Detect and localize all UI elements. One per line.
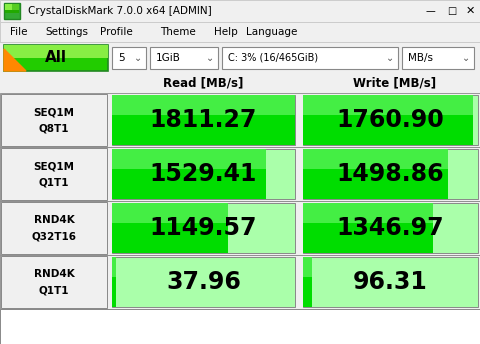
Bar bbox=[4, 3, 20, 19]
Bar bbox=[12, 4, 19, 10]
Bar bbox=[112, 149, 266, 169]
Bar bbox=[0, 201, 480, 255]
Bar bbox=[222, 47, 398, 69]
Text: CrystalDiskMark 7.0.0 x64 [ADMIN]: CrystalDiskMark 7.0.0 x64 [ADMIN] bbox=[28, 6, 212, 16]
Text: ⌄: ⌄ bbox=[462, 53, 470, 63]
Text: ✕: ✕ bbox=[465, 6, 475, 16]
Text: Read [MB/s]: Read [MB/s] bbox=[163, 76, 244, 89]
Text: 1346.97: 1346.97 bbox=[336, 216, 444, 240]
Bar bbox=[303, 257, 312, 307]
Bar bbox=[112, 47, 146, 69]
Bar bbox=[303, 95, 478, 145]
Bar bbox=[303, 95, 473, 115]
Bar bbox=[1, 148, 107, 200]
Bar bbox=[112, 257, 116, 277]
Text: Profile: Profile bbox=[100, 27, 133, 37]
Bar bbox=[0, 309, 480, 344]
Bar bbox=[112, 95, 295, 115]
Bar bbox=[1, 256, 107, 308]
Text: 1GiB: 1GiB bbox=[156, 53, 181, 63]
Text: Language: Language bbox=[246, 27, 298, 37]
Bar bbox=[112, 149, 266, 199]
Bar bbox=[0, 93, 480, 147]
Text: 1149.57: 1149.57 bbox=[150, 216, 257, 240]
Text: Help: Help bbox=[214, 27, 238, 37]
Bar bbox=[303, 203, 433, 223]
Text: 5: 5 bbox=[118, 53, 125, 63]
Text: Write [MB/s]: Write [MB/s] bbox=[353, 76, 436, 89]
Text: 1498.86: 1498.86 bbox=[336, 162, 444, 186]
Bar bbox=[0, 22, 480, 42]
Text: Q1T1: Q1T1 bbox=[39, 177, 69, 187]
Text: SEQ1M: SEQ1M bbox=[34, 161, 74, 171]
Bar bbox=[1, 202, 107, 254]
Bar bbox=[112, 203, 295, 253]
Text: All: All bbox=[45, 51, 67, 65]
Bar bbox=[4, 45, 108, 58]
Text: RND4K: RND4K bbox=[34, 269, 74, 279]
Text: 37.96: 37.96 bbox=[166, 270, 241, 294]
Text: 1529.41: 1529.41 bbox=[150, 162, 257, 186]
Bar bbox=[303, 203, 478, 253]
Bar bbox=[303, 257, 312, 277]
Bar bbox=[0, 255, 480, 309]
Text: C: 3% (16/465GiB): C: 3% (16/465GiB) bbox=[228, 53, 318, 63]
Bar bbox=[112, 95, 295, 145]
Text: Q32T16: Q32T16 bbox=[32, 231, 76, 241]
Bar bbox=[112, 203, 228, 223]
Bar bbox=[303, 203, 433, 253]
Bar bbox=[112, 95, 295, 145]
Bar bbox=[1, 94, 107, 146]
Bar bbox=[150, 47, 218, 69]
Bar bbox=[303, 149, 448, 169]
Bar bbox=[5, 4, 12, 10]
Bar bbox=[303, 149, 448, 199]
Bar bbox=[112, 149, 295, 199]
Bar bbox=[4, 45, 108, 71]
Bar bbox=[0, 73, 480, 93]
Text: ⌄: ⌄ bbox=[386, 53, 394, 63]
Text: MB/s: MB/s bbox=[408, 53, 433, 63]
Bar bbox=[303, 95, 473, 145]
Text: □: □ bbox=[447, 6, 456, 16]
Bar bbox=[402, 47, 474, 69]
Text: ⌄: ⌄ bbox=[134, 53, 142, 63]
Text: Settings: Settings bbox=[45, 27, 88, 37]
Text: 96.31: 96.31 bbox=[353, 270, 428, 294]
Bar bbox=[112, 257, 295, 307]
Text: File: File bbox=[10, 27, 27, 37]
Bar bbox=[0, 147, 480, 201]
Text: Q1T1: Q1T1 bbox=[39, 285, 69, 295]
Bar bbox=[303, 257, 478, 307]
Bar bbox=[112, 203, 228, 253]
Text: 1760.90: 1760.90 bbox=[336, 108, 444, 132]
Text: Q8T1: Q8T1 bbox=[39, 123, 69, 133]
Bar bbox=[0, 0, 480, 22]
Text: —: — bbox=[425, 6, 435, 16]
Text: 1811.27: 1811.27 bbox=[150, 108, 257, 132]
Bar bbox=[112, 257, 116, 307]
Bar bbox=[0, 43, 480, 73]
Text: SEQ1M: SEQ1M bbox=[34, 107, 74, 117]
Bar bbox=[303, 149, 478, 199]
Text: RND4K: RND4K bbox=[34, 215, 74, 225]
Text: Theme: Theme bbox=[160, 27, 196, 37]
Text: ⌄: ⌄ bbox=[206, 53, 214, 63]
Bar bbox=[5, 10, 19, 13]
Polygon shape bbox=[4, 49, 26, 71]
Bar bbox=[0, 42, 480, 43]
